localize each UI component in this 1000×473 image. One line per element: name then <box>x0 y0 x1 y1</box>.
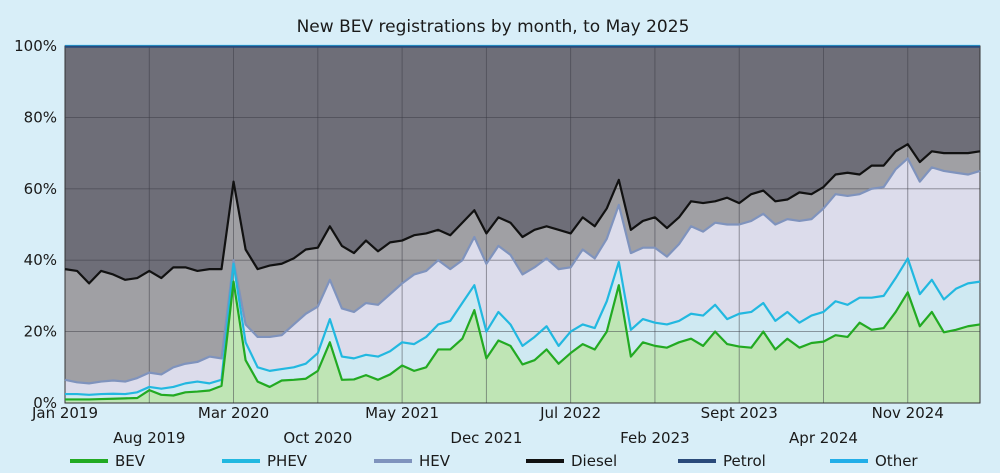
x-tick-label: Feb 2023 <box>620 429 690 447</box>
line-hev <box>64 157 981 385</box>
x-axis-ticks: Jan 2019 Aug 2019 Mar 2020 Oct 2020 May 2021… <box>31 404 944 447</box>
y-tick-label: 100% <box>14 37 57 55</box>
series-lines <box>64 44 981 401</box>
line-bev <box>65 280 981 401</box>
legend: BEV PHEV HEV Diesel Petrol Other <box>70 452 918 470</box>
x-tick-label: Jul 2022 <box>539 404 601 422</box>
x-tick-label: Dec 2021 <box>450 429 522 447</box>
y-tick-label: 0% <box>33 394 57 412</box>
y-tick-label: 80% <box>24 108 57 126</box>
area-bev <box>65 281 980 403</box>
x-tick-label: Apr 2024 <box>789 429 858 447</box>
legend-label-other: Other <box>875 452 918 470</box>
legend-label-phev: PHEV <box>267 452 308 470</box>
y-tick-label: 60% <box>24 180 57 198</box>
x-tick-label: Mar 2020 <box>198 404 269 422</box>
legend-label-petrol: Petrol <box>723 452 766 470</box>
line-diesel <box>64 143 981 285</box>
y-tick-label: 20% <box>24 323 57 341</box>
area-phev <box>65 258 980 400</box>
x-tick-label: Nov 2024 <box>872 404 944 422</box>
x-tick-label: Jan 2019 <box>31 404 98 422</box>
x-tick-label: May 2021 <box>365 404 439 422</box>
x-tick-label: Aug 2019 <box>113 429 185 447</box>
area-layers <box>65 46 980 403</box>
legend-label-bev: BEV <box>115 452 146 470</box>
y-tick-label: 40% <box>24 251 57 269</box>
line-phev <box>65 257 981 396</box>
legend-label-diesel: Diesel <box>571 452 617 470</box>
area-petrol <box>65 46 980 284</box>
chart-title: New BEV registrations by month, to May 2… <box>297 17 690 37</box>
x-tick-label: Sept 2023 <box>701 404 778 422</box>
area-hev <box>65 158 980 395</box>
x-tick-label: Oct 2020 <box>283 429 352 447</box>
legend-label-hev: HEV <box>419 452 451 470</box>
y-axis-ticks: 0% 20% 40% 60% 80% 100% <box>14 37 57 412</box>
